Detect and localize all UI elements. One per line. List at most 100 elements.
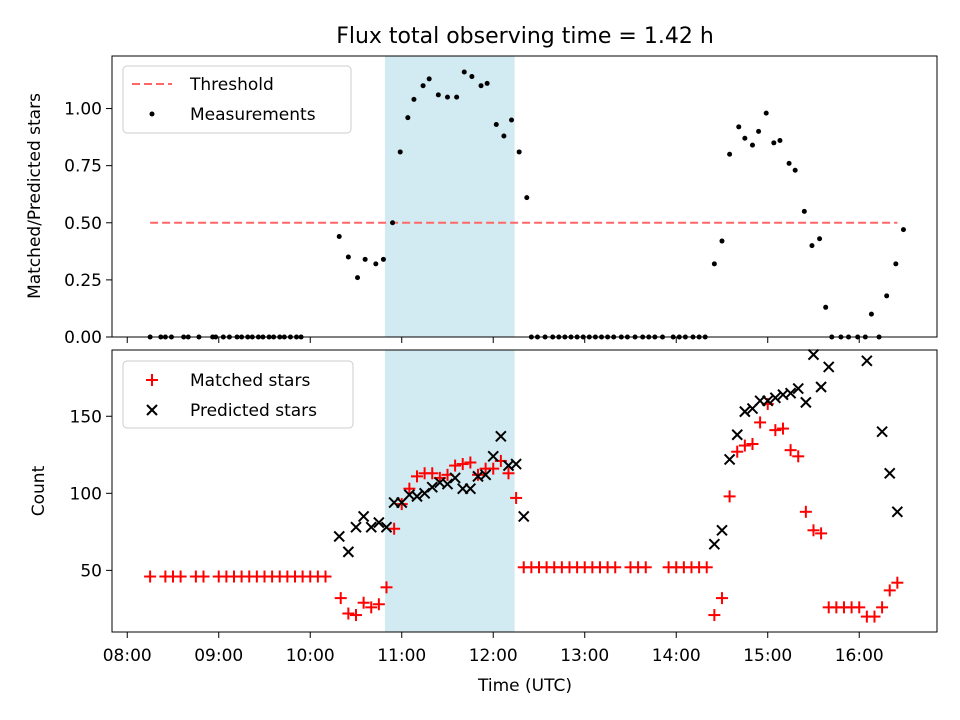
predicted-star-stroke-b xyxy=(769,392,782,404)
matched-star-point xyxy=(464,456,477,469)
time-x-axis-label: Time (UTC) xyxy=(477,676,572,696)
count-y-tick-label: 100 xyxy=(70,484,102,504)
measurement-point xyxy=(823,304,829,310)
predicted-star-point xyxy=(769,392,782,404)
predicted-star-point xyxy=(716,524,728,537)
measurement-point xyxy=(478,83,484,89)
observing-span-top xyxy=(384,56,515,337)
predicted-star-point xyxy=(891,506,904,518)
predicted-star-point xyxy=(792,382,804,395)
measurement-point xyxy=(817,236,823,242)
ratio-legend: Threshold Measurements xyxy=(122,65,352,134)
legend-matched-label: Matched stars xyxy=(190,371,310,391)
measurement-point xyxy=(801,208,807,214)
matched-star-point xyxy=(357,596,370,609)
matched-star-point xyxy=(769,424,782,437)
matched-star-point xyxy=(746,438,759,450)
predicted-star-stroke-b xyxy=(464,482,477,495)
predicted-star-point xyxy=(350,521,362,533)
predicted-star-stroke-b xyxy=(380,521,393,533)
measurement-point xyxy=(711,261,717,267)
measurement-point xyxy=(509,117,515,123)
matched-star-point xyxy=(144,570,157,583)
legend-measurements-swatch xyxy=(149,111,155,117)
count-y-axis: 50 100 150 xyxy=(70,407,112,581)
predicted-star-stroke-b xyxy=(784,387,797,399)
matched-star-point xyxy=(456,458,469,471)
legend-threshold-label: Threshold xyxy=(189,75,274,95)
predicted-star-point xyxy=(876,425,888,438)
time-x-tick-label: 13:00 xyxy=(560,646,609,666)
measurement-point xyxy=(524,195,530,201)
predicted-star-stroke-b xyxy=(411,490,423,503)
ratio-plot-frame xyxy=(111,55,938,338)
matched-star-point xyxy=(487,462,500,475)
matched-star-point xyxy=(372,598,385,611)
measurement-point xyxy=(516,149,522,155)
measurement-point xyxy=(484,80,490,86)
predicted-star-stroke-b xyxy=(731,429,743,441)
measurement-point xyxy=(373,261,379,267)
matched-star-point xyxy=(715,592,728,605)
measurement-point xyxy=(411,96,417,102)
measurement-point xyxy=(420,83,426,89)
matched-star-point xyxy=(723,490,736,503)
matched-star-point xyxy=(639,561,652,574)
predicted-star-point xyxy=(441,478,454,490)
matched-star-point xyxy=(609,561,622,574)
matched-star-point xyxy=(815,527,828,540)
matched-star-point xyxy=(342,607,355,620)
predicted-star-point xyxy=(373,516,385,529)
ratio-y-tick-label: 0.25 xyxy=(64,271,102,291)
count-plot-frame xyxy=(111,349,938,633)
predicted-star-stroke-b xyxy=(472,470,484,483)
ratio-y-tick-label: 0.00 xyxy=(64,328,102,348)
predicted-star-point xyxy=(464,482,477,495)
predicted-star-point xyxy=(800,396,812,409)
predicted-star-point xyxy=(411,490,423,503)
predicted-star-stroke-b xyxy=(823,361,835,373)
ratio-y-tick-label: 1.00 xyxy=(64,100,102,120)
measurement-point xyxy=(461,69,467,75)
predicted-star-point xyxy=(365,521,377,533)
measurement-point xyxy=(355,275,361,281)
matched-star-point xyxy=(471,468,484,481)
predicted-star-stroke-b xyxy=(716,524,728,537)
predicted-star-stroke-b xyxy=(777,388,789,401)
matched-star-point xyxy=(403,482,416,495)
measurement-point xyxy=(900,227,906,233)
matched-star-point xyxy=(700,561,713,574)
predicted-star-stroke-b xyxy=(708,538,721,550)
predicted-star-stroke-b xyxy=(502,459,515,472)
predicted-star-point xyxy=(426,481,438,493)
matched-star-point xyxy=(410,470,423,483)
measurement-point xyxy=(763,110,769,116)
measurement-point xyxy=(736,124,742,130)
measurement-point xyxy=(742,135,748,141)
measurement-point xyxy=(809,243,815,249)
predicted-star-point xyxy=(739,405,751,418)
predicted-star-point xyxy=(495,430,507,443)
predicted-star-stroke-b xyxy=(418,487,431,500)
predicted-star-stroke-b xyxy=(333,530,345,543)
count-legend: Matched stars Predicted stars xyxy=(122,360,354,429)
predicted-star-point xyxy=(518,510,530,523)
predicted-star-stroke-b xyxy=(739,405,751,418)
count-y-tick-label: 150 xyxy=(70,407,102,427)
measurement-point xyxy=(362,256,368,262)
predicted-star-point xyxy=(708,538,721,550)
predicted-star-stroke-b xyxy=(365,521,377,533)
predicted-star-stroke-b xyxy=(815,381,827,393)
predicted-star-point xyxy=(762,395,774,407)
measurement-point xyxy=(454,94,460,100)
predicted-star-stroke-b xyxy=(723,453,736,466)
ratio-panel: 0.00 0.25 0.50 0.75 1.00 Flux total observin… xyxy=(25,24,938,348)
legend-matched-swatch xyxy=(146,374,158,386)
matched-star-point xyxy=(174,570,187,583)
predicted-star-point xyxy=(807,348,820,361)
predicted-star-point xyxy=(333,530,345,543)
predicted-star-stroke-b xyxy=(800,396,812,409)
time-x-tick-label: 10:00 xyxy=(286,646,335,666)
predicted-star-stroke-b xyxy=(449,472,461,484)
predicted-star-point xyxy=(380,521,393,533)
